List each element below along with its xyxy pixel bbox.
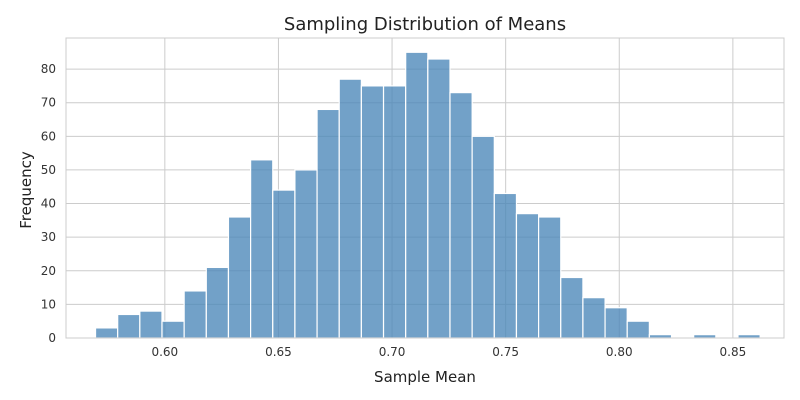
histogram-bar (338, 78, 362, 339)
y-axis-title: Frequency (17, 151, 35, 229)
y-tick-label: 60 (41, 129, 56, 143)
x-tick-label: 0.80 (606, 345, 633, 359)
histogram-bar (183, 290, 207, 339)
histogram-bar (94, 327, 119, 339)
histogram-bar (449, 92, 473, 339)
histogram-bar (382, 85, 407, 339)
histogram-bar (117, 313, 141, 339)
bars-layer (94, 51, 761, 339)
histogram-bar (493, 192, 518, 339)
histogram-bar (737, 334, 761, 339)
histogram-bar (294, 169, 318, 339)
y-tick-label: 10 (41, 297, 56, 311)
y-tick-label: 70 (41, 96, 56, 110)
x-tick-label: 0.60 (151, 345, 178, 359)
histogram-bar (582, 297, 606, 339)
histogram-bar (648, 334, 673, 339)
histogram-bar (560, 276, 584, 339)
histogram-bar (604, 307, 628, 339)
ticks-layer: 0.60 0.65 0.70 0.75 0.80 0.85 0 10 20 30 40 50 60 70 8… (41, 62, 747, 359)
histogram-bar (272, 189, 296, 339)
x-tick-label: 0.85 (720, 345, 747, 359)
histogram-bar (360, 85, 385, 339)
x-tick-label: 0.70 (379, 345, 406, 359)
histogram-bar (205, 266, 230, 339)
histogram-bar (316, 108, 340, 339)
histogram-bar (626, 320, 650, 339)
x-axis-title: Sample Mean (374, 368, 476, 386)
histogram-bar (161, 320, 185, 339)
y-tick-label: 50 (41, 163, 56, 177)
histogram-bar (693, 334, 717, 339)
histogram-bar (139, 310, 163, 339)
histogram-bar (427, 58, 451, 339)
x-tick-label: 0.65 (265, 345, 292, 359)
y-tick-label: 80 (41, 62, 56, 76)
histogram-bar (250, 159, 274, 339)
plot-frame (65, 37, 785, 339)
y-tick-label: 20 (41, 264, 56, 278)
histogram-bar (538, 216, 562, 339)
histogram-bar (405, 51, 429, 339)
chart-title: Sampling Distribution of Means (284, 14, 566, 35)
x-tick-label: 0.75 (492, 345, 519, 359)
histogram-bar (471, 135, 495, 339)
y-tick-label: 30 (41, 230, 56, 244)
y-tick-label: 40 (41, 197, 56, 211)
histogram-bar (515, 213, 540, 339)
histogram-bar (227, 216, 252, 339)
y-tick-label: 0 (48, 331, 56, 345)
